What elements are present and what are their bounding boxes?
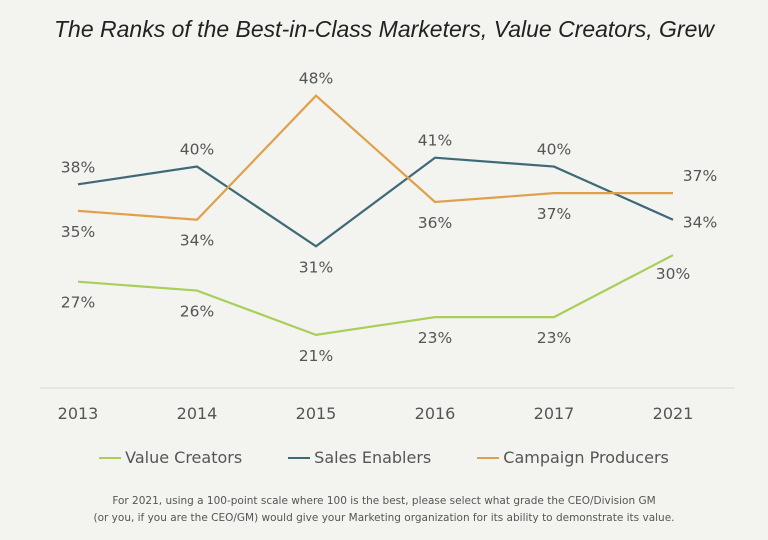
data-label: 37% [537,205,571,223]
data-label: 41% [418,132,452,150]
data-label: 35% [61,223,95,241]
legend-label: Campaign Producers [503,448,669,467]
data-label: 37% [683,167,717,185]
series-line-sales-enablers [77,156,674,248]
footnote-line: (or you, if you are the CEO/GM) would gi… [93,512,675,524]
chart-title: The Ranks of the Best-in-Class Marketers… [54,16,714,42]
legend-label: Sales Enablers [314,448,432,467]
legend-swatch [288,456,311,459]
data-label: 40% [537,141,571,159]
data-label: 23% [537,329,571,347]
legend-item-value-creators: Value Creators [99,448,242,467]
x-tick-label: 2016 [415,404,456,423]
data-label: 30% [656,265,690,283]
x-tick-label: 2013 [58,404,99,423]
data-label: 34% [683,214,717,232]
legend-item-campaign-producers: Campaign Producers [477,448,669,467]
series-line-campaign-producers [77,94,673,221]
x-tick-label: 2017 [534,404,575,423]
footnote: For 2021, using a 100-point scale where … [0,493,768,527]
x-tick-label: 2021 [653,404,694,423]
legend-label: Value Creators [125,448,243,467]
legend-swatch [477,456,500,459]
data-label: 40% [180,141,214,159]
data-label: 38% [61,158,95,176]
data-label: 48% [299,70,333,88]
x-tick-label: 2014 [177,404,218,423]
data-label: 21% [299,347,333,365]
footnote-line: For 2021, using a 100-point scale where … [112,495,656,507]
legend-swatch [99,456,122,459]
legend: Value Creators Sales Enablers Campaign P… [0,448,768,467]
data-label: 31% [299,258,333,276]
x-tick-label: 2015 [296,404,337,423]
data-label: 23% [418,329,452,347]
data-label: 34% [180,232,214,250]
data-label: 36% [418,214,452,232]
data-label: 27% [61,294,95,312]
legend-item-sales-enablers: Sales Enablers [288,448,431,467]
series-line-value-creators [77,254,674,336]
line-chart: 2013 2014 2015 2016 2017 2021 27% 26% 21% 23% 23% 3… [40,70,735,423]
data-label: 26% [180,303,214,321]
